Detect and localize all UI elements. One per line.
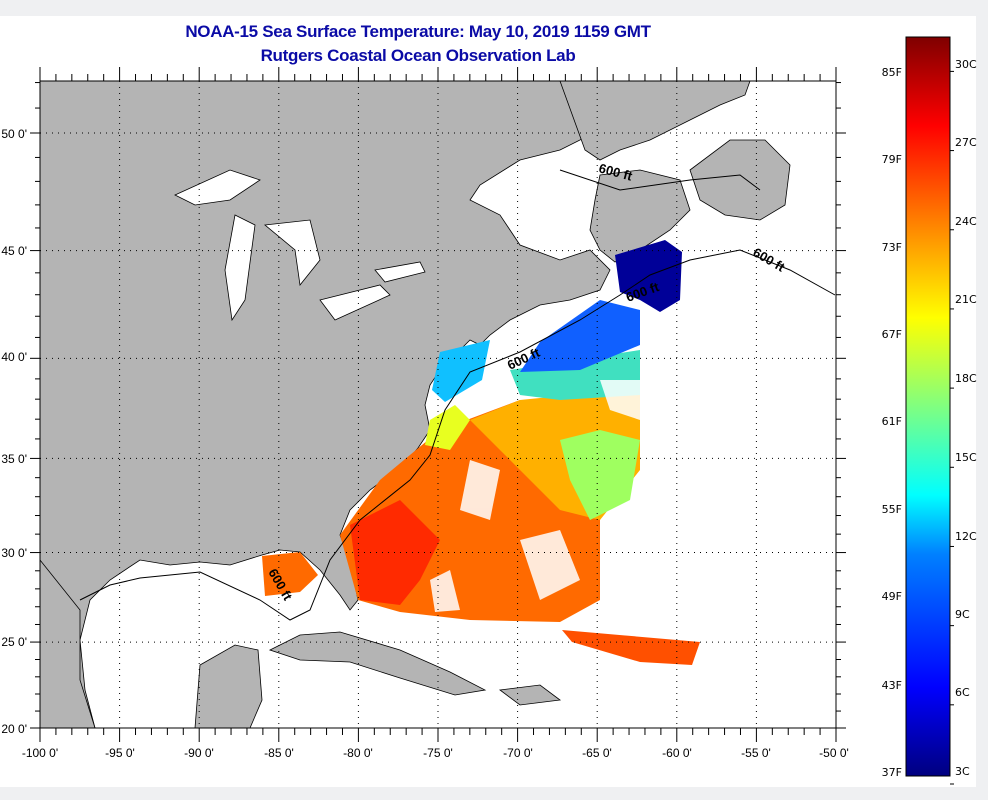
colorbar-f-label: 61F [882,415,902,428]
lon-label: -60 0' [662,746,692,760]
lat-label: 20 0' [1,722,27,736]
map-subtitle: Rutgers Coastal Ocean Observation Lab [260,46,576,65]
lon-label: -55 0' [741,746,771,760]
land-north-america [40,81,611,728]
colorbar-f-label: 67F [882,328,902,341]
lon-axis-labels: -100 0' -95 0' -90 0' -85 0' -80 0' -75 … [22,746,849,760]
map-area: 600 ft 600 ft 600 ft 600 ft 600 ft [40,81,836,728]
lat-label: 25 0' [1,635,27,649]
great-lakes [174,169,426,322]
sst-data [262,240,700,665]
colorbar-c-label: 15C [955,451,977,464]
colorbar-f-label: 37F [882,766,902,779]
colorbar-f-label: 55F [882,503,902,516]
lon-label: -100 0' [22,746,58,760]
land-yucatan [194,644,263,728]
map-grid [40,81,836,728]
colorbar-c-label: 9C [955,608,970,621]
land-quebec-labrador [559,81,751,161]
cloud-gaps [430,380,640,612]
lon-label: -50 0' [819,746,849,760]
axis-ticks [30,67,954,785]
colorbar-c-label: 30C [955,58,977,71]
lon-label: -80 0' [343,746,373,760]
lat-label: 50 0' [1,127,27,141]
lat-axis-labels: 50 0' 45 0' 40 0' 35 0' 30 0' 25 0' 20 0… [1,127,27,736]
lat-label: 35 0' [1,452,27,466]
land-hispaniola [498,684,562,706]
depth-contour-600ft [79,249,836,621]
colorbar-f-label: 85F [882,66,902,79]
lat-label: 45 0' [1,244,27,258]
land-cuba [268,631,487,696]
colorbar-c-label: 6C [955,686,970,699]
lon-label: -70 0' [503,746,533,760]
colorbar-gradient [905,36,951,777]
colorbar-f-label: 73F [882,241,902,254]
colorbar-f-label: 43F [882,679,902,692]
lat-label: 30 0' [1,546,27,560]
colorbar-c-label: 21C [955,293,977,306]
colorbar-f-label: 49F [882,590,902,603]
colorbar-c-label: 27C [955,136,977,149]
lon-label: -85 0' [264,746,294,760]
colorbar-f-label: 79F [882,153,902,166]
land-newfoundland [689,139,791,221]
lon-label: -90 0' [184,746,214,760]
colorbar: 85F 79F 73F 67F 61F 55F 49F 43F 37F 30C … [882,36,977,779]
lat-label: 40 0' [1,350,27,364]
land-mexico [40,559,96,728]
colorbar-c-label: 24C [955,215,977,228]
colorbar-c-label: 18C [955,372,977,385]
map-title: NOAA-15 Sea Surface Temperature: May 10,… [185,22,651,41]
lon-label: -65 0' [582,746,612,760]
lon-label: -95 0' [105,746,135,760]
colorbar-c-label: 3C [955,765,970,778]
lon-label: -75 0' [423,746,453,760]
colorbar-c-label: 12C [955,530,977,543]
